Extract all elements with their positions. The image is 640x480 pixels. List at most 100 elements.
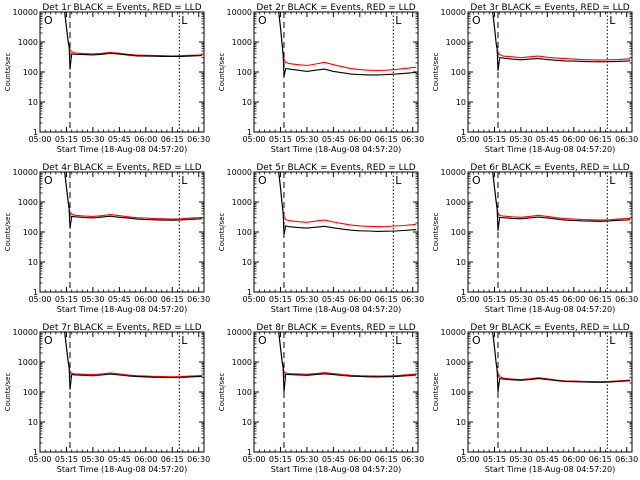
x-axis-label: Start Time (18-Aug-08 04:57:20) (57, 305, 188, 314)
x-tick-label: 05:00 (456, 135, 479, 144)
panel-marker-left: O (472, 14, 481, 27)
y-tick-label: 1000 (446, 198, 466, 207)
chart-panel-2: Det 2r BLACK = Events, RED = LLD 1 10 100 10… (218, 3, 424, 154)
y-tick-label: 1000 (232, 38, 252, 47)
x-tick-label: 05:45 (536, 135, 559, 144)
x-axis-label: Start Time (18-Aug-08 04:57:20) (485, 145, 616, 154)
x-tick-label: 05:00 (28, 135, 51, 144)
y-tick-label: 10000 (227, 8, 252, 17)
y-tick-label: 1 (33, 128, 38, 137)
panel-marker-right: L (609, 14, 616, 27)
x-tick-label: 05:45 (108, 135, 131, 144)
y-tick-label: 1 (247, 448, 252, 457)
x-tick-label: 05:15 (269, 295, 292, 304)
x-tick-label: 06:15 (589, 455, 612, 464)
panel-marker-left: O (472, 174, 481, 187)
y-tick-label: 100 (237, 228, 252, 237)
panel-marker-left: O (258, 14, 267, 27)
chart-title: Det 4r BLACK = Events, RED = LLD (42, 163, 201, 173)
chart-panel-3: Det 3r BLACK = Events, RED = LLD 1 10 100 10… (432, 3, 638, 154)
chart-title: Det 9r BLACK = Events, RED = LLD (470, 323, 629, 333)
x-tick-label: 05:45 (322, 455, 345, 464)
x-tick-label: 05:45 (536, 295, 559, 304)
x-axis-label: Start Time (18-Aug-08 04:57:20) (271, 145, 402, 154)
y-tick-label: 10000 (441, 328, 466, 337)
x-tick-label: 06:15 (375, 135, 398, 144)
y-tick-label: 10000 (227, 168, 252, 177)
x-tick-label: 05:30 (295, 295, 318, 304)
series-line-lld (40, 12, 203, 57)
x-tick-label: 06:30 (615, 455, 638, 464)
panel-marker-right: L (609, 334, 616, 347)
x-tick-label: 06:30 (187, 455, 210, 464)
y-axis-label: Counts/sec (218, 373, 226, 412)
x-tick-label: 06:15 (589, 295, 612, 304)
y-tick-label: 1 (33, 288, 38, 297)
x-tick-label: 06:00 (348, 455, 371, 464)
chart-panel-8: Det 8r BLACK = Events, RED = LLD 1 10 100 10… (218, 323, 424, 474)
x-axis-label: Start Time (18-Aug-08 04:57:20) (57, 145, 188, 154)
panel-marker-right: L (181, 174, 188, 187)
y-axis-label: Counts/sec (218, 53, 226, 92)
x-tick-label: 05:30 (295, 135, 318, 144)
series-line-lld (254, 332, 417, 377)
chart-panel-1: Det 1r BLACK = Events, RED = LLD 1 10 100 10… (4, 3, 210, 154)
x-axis-label: Start Time (18-Aug-08 04:57:20) (271, 305, 402, 314)
panel-marker-left: O (44, 174, 53, 187)
x-tick-label: 06:15 (589, 135, 612, 144)
series-line-lld (40, 332, 203, 378)
plot-frame (253, 171, 419, 293)
y-tick-label: 1000 (232, 358, 252, 367)
y-tick-label: 10 (456, 98, 466, 107)
chart-title: Det 8r BLACK = Events, RED = LLD (256, 323, 415, 333)
panel-marker-left: O (472, 334, 481, 347)
x-tick-label: 05:15 (483, 135, 506, 144)
y-tick-label: 1 (247, 128, 252, 137)
plot-frame (253, 11, 419, 133)
chart-title: Det 3r BLACK = Events, RED = LLD (470, 3, 629, 13)
panel-marker-right: L (181, 14, 188, 27)
x-tick-label: 05:45 (322, 295, 345, 304)
plot-frame (39, 11, 205, 133)
x-tick-label: 06:30 (615, 135, 638, 144)
y-tick-label: 100 (237, 388, 252, 397)
y-tick-label: 100 (451, 68, 466, 77)
y-tick-label: 1000 (18, 358, 38, 367)
series-line-events (40, 172, 203, 229)
y-axis-label: Counts/sec (432, 213, 440, 252)
x-axis-label: Start Time (18-Aug-08 04:57:20) (485, 305, 616, 314)
x-tick-label: 05:45 (322, 135, 345, 144)
x-tick-label: 05:00 (28, 295, 51, 304)
x-tick-label: 05:30 (81, 135, 104, 144)
x-tick-label: 06:30 (187, 135, 210, 144)
x-tick-label: 06:30 (401, 295, 424, 304)
series-line-lld (254, 12, 417, 72)
plot-frame (39, 331, 205, 453)
y-tick-label: 100 (237, 68, 252, 77)
series-line-events (40, 332, 203, 390)
x-tick-label: 05:00 (456, 295, 479, 304)
x-tick-label: 05:30 (509, 135, 532, 144)
x-tick-label: 06:30 (615, 295, 638, 304)
chart-panel-7: Det 7r BLACK = Events, RED = LLD 1 10 100 10… (4, 323, 210, 474)
chart-panel-5: Det 5r BLACK = Events, RED = LLD 1 10 100 10… (218, 163, 424, 314)
y-tick-label: 1000 (446, 38, 466, 47)
panel-marker-left: O (44, 14, 53, 27)
y-tick-label: 10 (28, 418, 38, 427)
series-line-events (40, 12, 203, 70)
x-tick-label: 06:15 (375, 455, 398, 464)
y-axis-label: Counts/sec (432, 373, 440, 412)
y-tick-label: 10 (28, 258, 38, 267)
y-tick-label: 100 (451, 388, 466, 397)
panel-marker-left: O (258, 174, 267, 187)
plot-frame (253, 331, 419, 453)
x-tick-label: 06:00 (562, 135, 585, 144)
x-tick-label: 05:30 (295, 455, 318, 464)
x-tick-label: 05:15 (55, 135, 78, 144)
y-tick-label: 10000 (441, 8, 466, 17)
chart-title: Det 6r BLACK = Events, RED = LLD (470, 163, 629, 173)
y-tick-label: 1000 (18, 198, 38, 207)
x-tick-label: 06:00 (562, 455, 585, 464)
x-tick-label: 06:15 (375, 295, 398, 304)
chart-panel-9: Det 9r BLACK = Events, RED = LLD 1 10 100 10… (432, 323, 638, 474)
